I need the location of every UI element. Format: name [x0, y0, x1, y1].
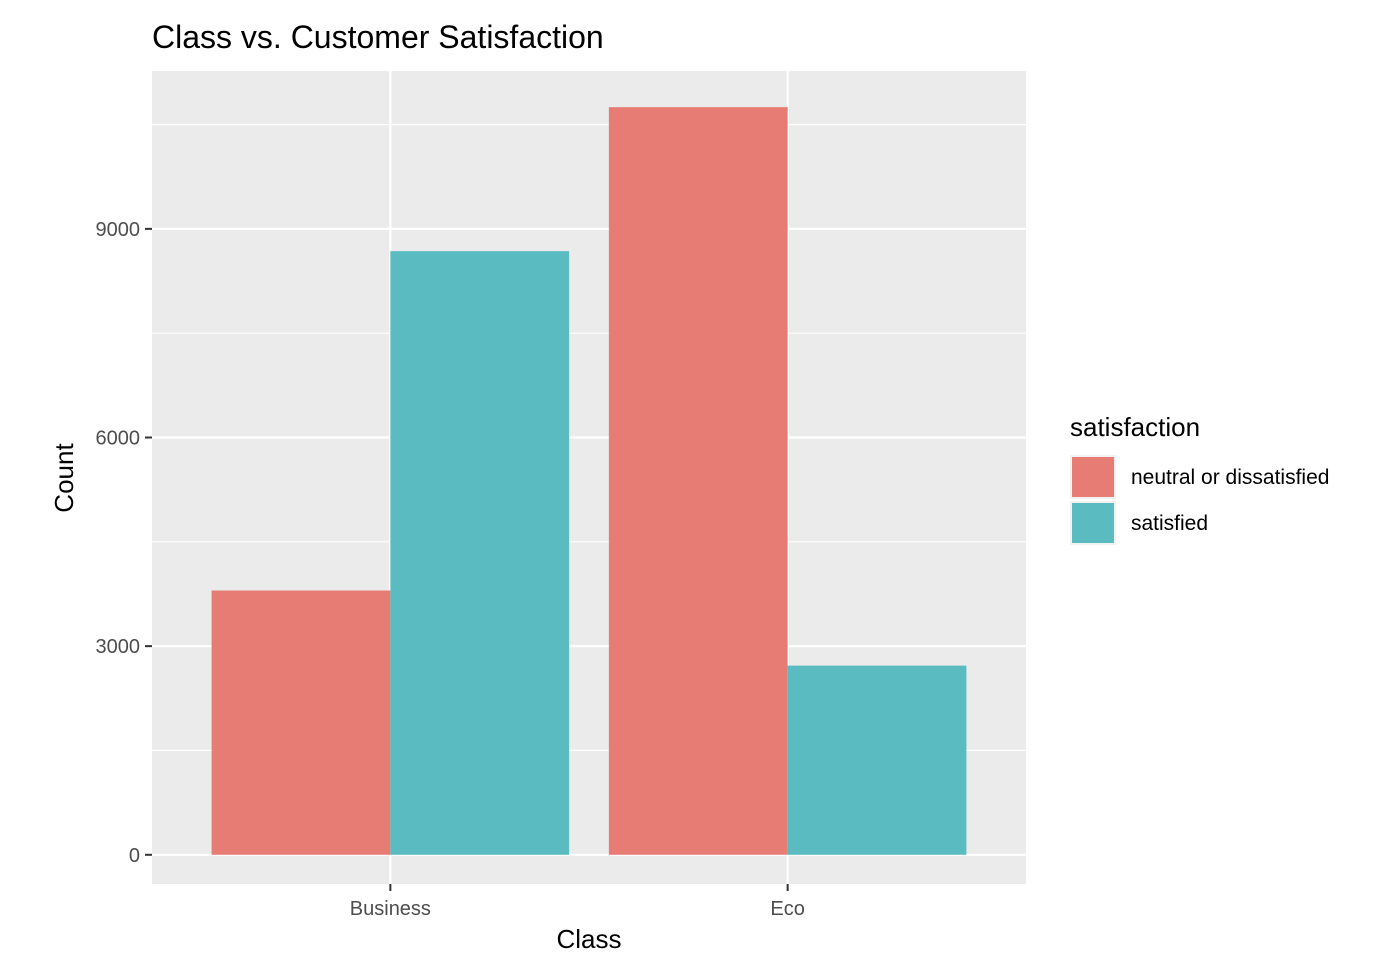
y-tick-label: 0 [129, 845, 140, 867]
y-tick-label: 9000 [96, 219, 141, 241]
legend: satisfaction neutral or dissatisfied sati… [1070, 412, 1329, 545]
bars [211, 107, 967, 855]
legend-label: satisfied [1131, 512, 1208, 535]
legend-key [1072, 503, 1114, 543]
x-axis: Business Eco [350, 884, 805, 920]
x-tick-label: Eco [770, 898, 804, 920]
bar [608, 107, 788, 855]
y-tick-label: 6000 [96, 428, 141, 450]
bar [211, 590, 391, 855]
x-tick-label: Business [350, 898, 431, 920]
y-axis: 0 3000 6000 9000 [96, 219, 152, 867]
y-axis-title: Count [49, 443, 79, 513]
bar [390, 251, 570, 855]
chart-title: Class vs. Customer Satisfaction [152, 19, 604, 55]
legend-key [1072, 457, 1114, 497]
y-tick-label: 3000 [96, 636, 141, 658]
legend-label: neutral or dissatisfied [1131, 466, 1329, 489]
bar [787, 665, 967, 855]
x-axis-title: Class [556, 924, 621, 954]
legend-title: satisfaction [1070, 412, 1200, 442]
